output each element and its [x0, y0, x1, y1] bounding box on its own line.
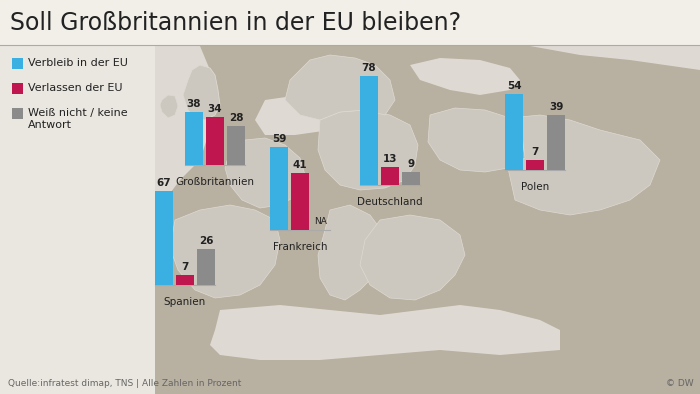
Polygon shape	[318, 110, 418, 190]
Text: 28: 28	[229, 113, 244, 123]
Bar	[0, 45, 155, 394]
Bar	[227, 126, 245, 165]
Polygon shape	[360, 215, 465, 300]
Bar	[155, 191, 173, 285]
Polygon shape	[195, 230, 250, 290]
Text: 7: 7	[181, 262, 189, 272]
Text: Großbritannien: Großbritannien	[176, 177, 255, 187]
Text: 59: 59	[272, 134, 286, 144]
Text: 41: 41	[293, 160, 307, 169]
Polygon shape	[160, 95, 178, 118]
Bar	[270, 147, 288, 230]
Bar	[402, 173, 420, 185]
Bar	[526, 160, 544, 170]
Text: 13: 13	[383, 154, 398, 164]
Bar	[12, 58, 23, 69]
Polygon shape	[508, 115, 660, 215]
Bar	[206, 117, 224, 165]
Text: 78: 78	[362, 63, 377, 73]
Bar	[197, 249, 215, 285]
Polygon shape	[183, 65, 220, 120]
Polygon shape	[285, 55, 395, 120]
Bar	[381, 167, 399, 185]
Bar	[0, 0, 700, 45]
Bar	[12, 83, 23, 94]
Text: Quelle:infratest dimap, TNS | Alle Zahlen in Prozent: Quelle:infratest dimap, TNS | Alle Zahle…	[8, 379, 241, 388]
Bar	[185, 112, 203, 165]
Text: Verbleib in der EU: Verbleib in der EU	[28, 58, 128, 68]
Text: 38: 38	[187, 99, 202, 109]
Text: Deutschland: Deutschland	[357, 197, 423, 207]
Text: 34: 34	[208, 104, 223, 114]
Text: 54: 54	[507, 82, 522, 91]
Polygon shape	[170, 205, 280, 298]
Text: Soll Großbritannien in der EU bleiben?: Soll Großbritannien in der EU bleiben?	[10, 11, 461, 35]
Polygon shape	[410, 58, 520, 95]
Bar	[176, 275, 194, 285]
Text: NA: NA	[314, 217, 328, 226]
Text: 26: 26	[199, 236, 214, 245]
Text: Spanien: Spanien	[164, 297, 206, 307]
Bar	[155, 45, 700, 394]
Bar	[12, 108, 23, 119]
Text: © DW: © DW	[666, 379, 694, 388]
Polygon shape	[255, 90, 355, 135]
Polygon shape	[210, 305, 560, 360]
Bar	[291, 173, 309, 230]
Text: Frankreich: Frankreich	[273, 242, 328, 252]
Text: 67: 67	[157, 178, 172, 188]
Polygon shape	[428, 108, 525, 172]
Text: Verlassen der EU: Verlassen der EU	[28, 83, 122, 93]
Text: Polen: Polen	[521, 182, 549, 192]
Bar	[505, 95, 523, 170]
Text: 9: 9	[407, 160, 414, 169]
Bar	[547, 115, 565, 170]
Polygon shape	[155, 46, 215, 220]
Polygon shape	[225, 138, 305, 208]
Polygon shape	[318, 205, 385, 300]
Text: 7: 7	[531, 147, 539, 157]
Text: 39: 39	[549, 102, 564, 112]
Text: Weiß nicht / keine
Antwort: Weiß nicht / keine Antwort	[28, 108, 127, 130]
Polygon shape	[490, 46, 700, 70]
Bar	[360, 76, 378, 185]
